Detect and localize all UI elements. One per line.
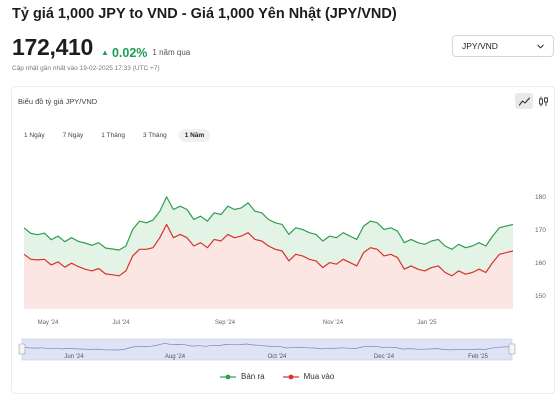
range-1-month[interactable]: 1 Tháng <box>101 132 125 139</box>
legend-buy-swatch <box>282 374 299 379</box>
exchange-rate-chart[interactable]: 180 170 160 150 May '24 Jul '24 Sep '24 Nov '24… <box>12 87 556 362</box>
navigator-tick-label: Jun '24 <box>64 354 84 360</box>
range-7-days[interactable]: 7 Ngày <box>62 132 84 139</box>
navigator-handle-right[interactable] <box>508 343 516 355</box>
navigator-handle-left[interactable] <box>18 343 26 355</box>
legend-sell[interactable]: Bán ra <box>220 372 265 381</box>
legend-buy[interactable]: Mua vào <box>282 372 335 381</box>
range-3-months[interactable]: 3 Tháng <box>142 132 167 139</box>
navigator-tick-label: Aug '24 <box>165 354 186 360</box>
navigator-line <box>21 342 513 351</box>
legend-sell-swatch <box>220 374 236 379</box>
chart-card: Biểu đồ tỷ giá JPY/VND 1 Ngày 7 Ngày 1 T… <box>11 86 555 394</box>
last-updated: Cập nhật gần nhất vào 19-02-2025 17:33 (… <box>12 65 160 72</box>
x-tick-label: Nov '24 <box>323 320 344 326</box>
y-tick-label: 160 <box>535 260 546 267</box>
x-tick-label: Sep '24 <box>215 320 236 326</box>
sell-area <box>24 196 513 276</box>
x-tick-label: Jul '24 <box>112 320 130 326</box>
legend-buy-label: Mua vào <box>303 372 335 381</box>
y-tick-label: 170 <box>535 227 546 234</box>
candlestick-button[interactable] <box>534 93 552 109</box>
currency-pair-select[interactable]: JPY/VND <box>452 35 554 57</box>
line-chart-icon <box>518 96 530 106</box>
range-1-year[interactable]: 1 Năm <box>178 129 211 142</box>
x-tick-label: May '24 <box>38 320 59 326</box>
legend-sell-label: Bán ra <box>241 372 265 381</box>
navigator-tick-label: Oct '24 <box>268 354 287 360</box>
navigator-tick-label: Feb '25 <box>468 354 488 360</box>
sell-line <box>23 196 514 251</box>
page-title: Tỷ giá 1,000 JPY to VND - Giá 1,000 Yên … <box>12 6 397 22</box>
line-chart-button[interactable] <box>515 93 533 109</box>
buy-line <box>23 223 514 277</box>
chart-card-title: Biểu đồ tỷ giá JPY/VND <box>18 97 98 106</box>
navigator-tick-label: Dec '24 <box>374 354 395 360</box>
y-tick-label: 180 <box>535 194 546 201</box>
currency-pair-value: JPY/VND <box>462 41 498 51</box>
y-tick-label: 150 <box>535 293 546 300</box>
time-range-tabs: 1 Ngày 7 Ngày 1 Tháng 3 Tháng 1 Năm <box>18 129 211 142</box>
current-price: 172,410 <box>12 34 94 60</box>
chart-legend: Bán ra Mua vào <box>220 372 334 381</box>
x-tick-label: Jan '25 <box>417 320 437 326</box>
up-arrow-icon: ▲ <box>101 48 109 57</box>
price-summary: 172,410 ▲ 0.02% 1 năm qua <box>12 34 190 61</box>
candlestick-icon <box>538 96 548 106</box>
range-1-day[interactable]: 1 Ngày <box>24 132 45 139</box>
change-period: 1 năm qua <box>152 48 191 57</box>
price-change: ▲ 0.02% <box>101 46 147 60</box>
price-change-value: 0.02% <box>111 45 148 60</box>
chevron-down-icon <box>537 44 544 48</box>
buy-area <box>24 224 513 309</box>
